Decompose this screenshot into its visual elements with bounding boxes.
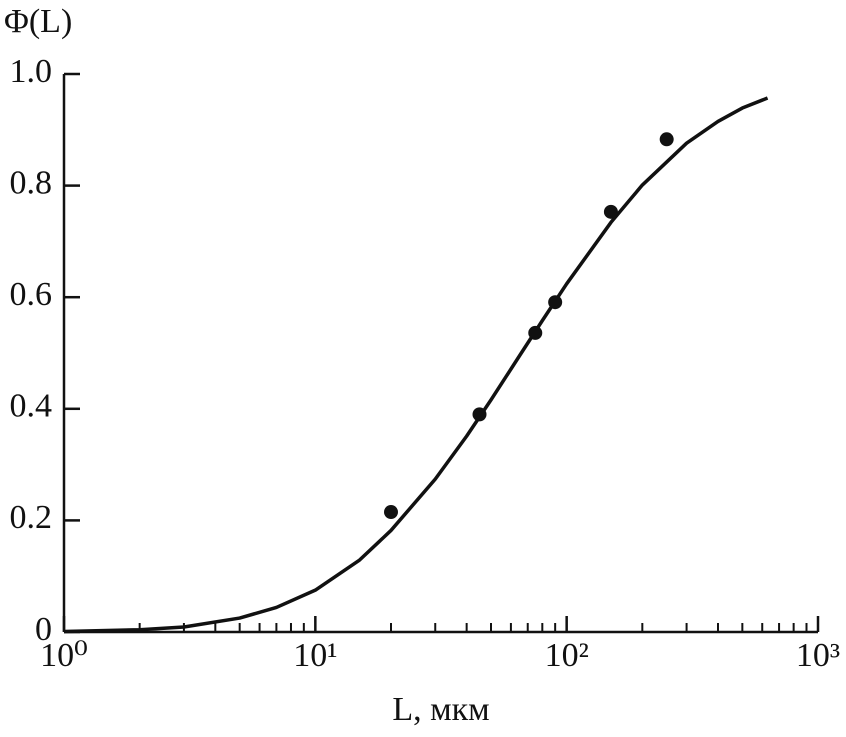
y-axis-label: Φ(L) — [4, 3, 72, 40]
data-point — [603, 204, 618, 219]
data-point — [472, 407, 487, 422]
curve — [63, 96, 769, 634]
x-axis-label: L, мкм — [392, 691, 489, 728]
y-tick-label: 0.6 — [10, 276, 53, 313]
data-point — [659, 132, 674, 147]
y-tick-label: 0.8 — [10, 164, 53, 201]
y-tick-label: 0 — [35, 611, 52, 648]
data-point — [528, 325, 543, 340]
y-tick-label: 0.2 — [10, 499, 53, 536]
x-tick-label: 10⁰ — [40, 637, 88, 674]
x-tick-label: 10¹ — [293, 637, 337, 674]
data-point — [383, 505, 398, 520]
x-tick-label: 10² — [545, 637, 589, 674]
x-tick-label: 10³ — [796, 637, 840, 674]
y-tick-label: 1.0 — [10, 53, 53, 90]
y-tick-label: 0.4 — [10, 388, 53, 425]
data-point — [548, 295, 563, 310]
